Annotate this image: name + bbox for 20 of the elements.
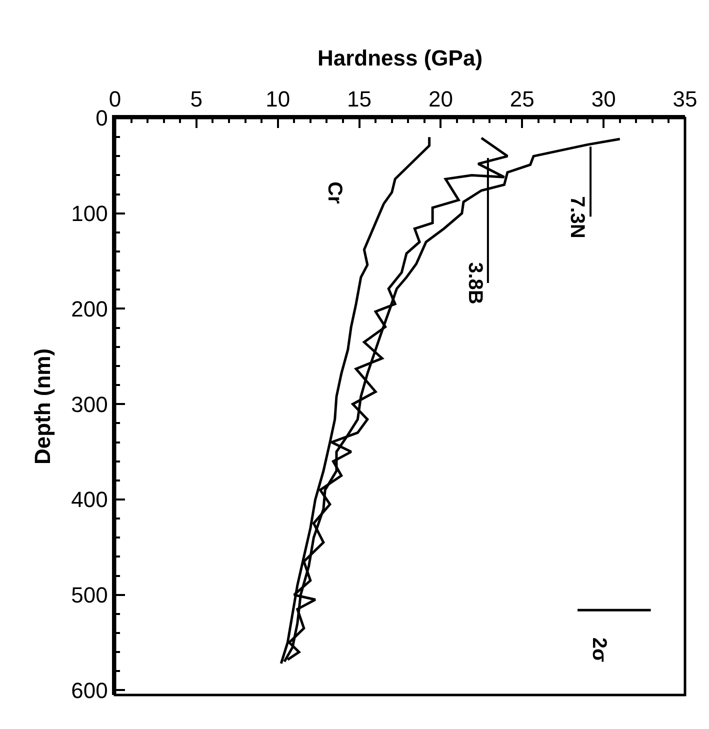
y-axis-title: Depth (nm): [30, 348, 55, 465]
x-axis-title: Hardness (GPa): [317, 45, 483, 70]
x-tick-label: 30: [591, 86, 616, 112]
y-tick-label: 600: [71, 678, 108, 703]
y-tick-label: 100: [71, 201, 108, 226]
annotation: 3.8B: [464, 262, 486, 304]
y-tick-label: 0: [96, 106, 108, 131]
x-tick-label: 15: [347, 86, 372, 112]
x-tick-label: 25: [510, 86, 534, 112]
y-tick-label: 400: [71, 487, 108, 512]
x-tick-label: 10: [266, 86, 290, 112]
y-tick-label: 500: [71, 582, 108, 608]
annotation: Cr: [323, 182, 346, 204]
annotation: 2σ: [588, 637, 610, 663]
x-tick-label: 35: [672, 86, 698, 112]
x-tick-label: 5: [190, 86, 203, 112]
y-tick-label: 300: [71, 392, 108, 417]
x-tick-label: 20: [428, 86, 453, 112]
annotation: 7.3N: [566, 196, 588, 238]
y-tick-label: 200: [71, 296, 108, 322]
